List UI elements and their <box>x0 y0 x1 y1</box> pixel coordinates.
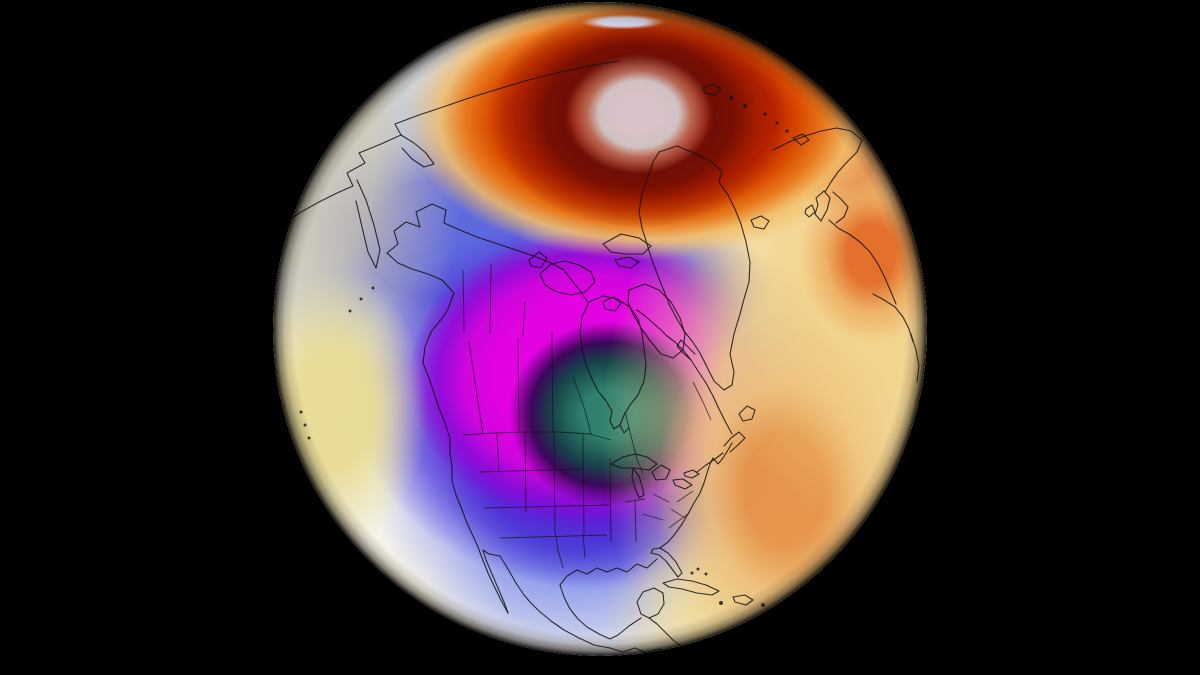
island-dot <box>802 637 806 641</box>
island-dot <box>371 286 375 290</box>
island-dot <box>307 436 311 440</box>
coastline-east-coast <box>659 442 733 549</box>
earth-globe <box>273 2 927 656</box>
great-lakes <box>610 453 700 499</box>
coastline-yucatan <box>636 587 683 648</box>
scandinavia <box>772 127 863 224</box>
coastline-central-america-pacific <box>609 647 683 655</box>
political-borders <box>462 263 712 569</box>
island-dot <box>797 629 801 633</box>
island-dot <box>696 567 700 571</box>
border-us-canada <box>462 431 612 441</box>
island-dot <box>763 112 767 116</box>
coastline-mexico-east <box>559 584 642 640</box>
island-dot <box>790 620 794 624</box>
island-dot <box>775 121 779 125</box>
hudson-bay <box>579 295 647 434</box>
borders-canada-provinces <box>462 263 712 475</box>
island-dot <box>729 96 733 100</box>
coastlines <box>282 60 920 655</box>
coastline-west-coast <box>422 316 509 614</box>
island-dot <box>785 129 789 133</box>
coastline-labrador <box>636 309 733 435</box>
iceland <box>750 215 770 230</box>
british-isles <box>804 190 831 222</box>
island-dot <box>359 297 363 301</box>
island-dot <box>303 423 307 427</box>
coastline-alaska-south <box>386 252 455 318</box>
europe-coast <box>828 219 920 383</box>
island-dot <box>348 309 352 313</box>
coastline-overlay <box>282 60 920 655</box>
coastline-alaska-north <box>386 203 588 302</box>
coastline-florida <box>650 547 683 578</box>
caribbean-islands <box>662 578 754 606</box>
island-dot <box>690 571 694 575</box>
coastline-newfoundland <box>738 405 756 422</box>
island-dot <box>719 601 723 605</box>
island-dot <box>743 104 747 108</box>
island-dot <box>299 410 303 414</box>
coastline-baja-gulf <box>482 549 611 649</box>
coastline-nova-scotia <box>723 431 746 453</box>
island-dot <box>781 612 785 616</box>
island-dot <box>704 572 708 576</box>
coastline-gulf-of-mexico <box>559 558 658 586</box>
island-dot <box>761 603 765 607</box>
coastline-kamchatka <box>355 179 381 269</box>
coastline-chukotka <box>400 134 435 168</box>
coastline-siberia <box>282 60 620 225</box>
coastline-ungava-bay <box>676 339 696 361</box>
svalbard-islands <box>702 83 810 146</box>
